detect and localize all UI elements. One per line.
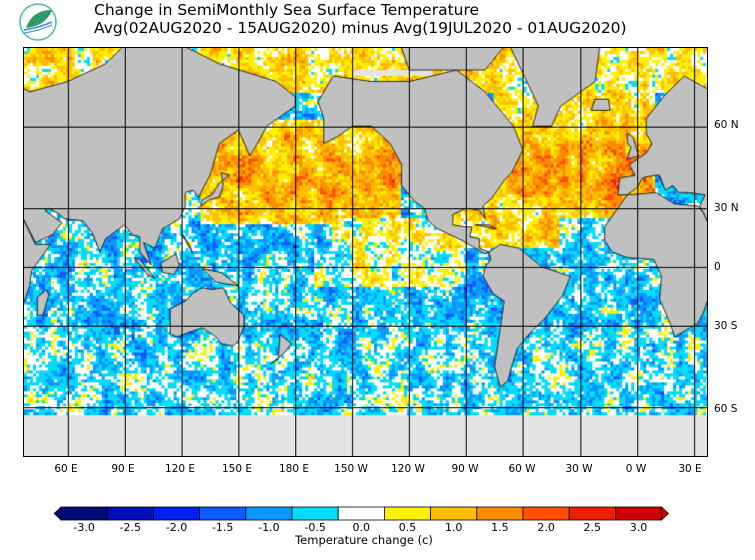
lon-label: 0 W — [625, 463, 647, 475]
lon-label: 150 E — [221, 463, 253, 475]
lon-label: 60 W — [508, 463, 536, 475]
colorbar-label: 2.5 — [583, 521, 602, 534]
colorbar-label: 0.5 — [398, 521, 417, 534]
colorbar-swatch — [615, 506, 663, 521]
colorbar-swatch — [106, 506, 154, 521]
colorbar-swatch — [522, 506, 570, 521]
lon-label: 30 E — [678, 463, 702, 475]
colorbar-label: -2.0 — [165, 521, 188, 534]
colorbar-swatch — [337, 506, 385, 521]
lat-label: 60 S — [714, 403, 738, 415]
colorbar-swatch — [245, 506, 293, 521]
colorbar — [53, 506, 670, 521]
lon-label: 90 E — [111, 463, 135, 475]
colorbar-min-arrow — [53, 506, 62, 521]
colorbar-label: -1.0 — [258, 521, 280, 534]
lat-label: 60 N — [714, 119, 739, 131]
colorbar-label: 2.0 — [537, 521, 555, 534]
colorbar-label: 0.0 — [352, 521, 371, 534]
colorbar-swatch — [383, 506, 431, 521]
lon-label: 120 W — [391, 463, 425, 475]
colorbar-swatch — [291, 506, 339, 521]
lon-label: 30 W — [565, 463, 593, 475]
lat-label: 30 N — [714, 202, 739, 214]
lon-label: 120 E — [164, 463, 196, 475]
colorbar-swatch — [568, 506, 616, 521]
colorbar-max-arrow — [661, 506, 670, 521]
lon-label: 150 W — [334, 463, 368, 475]
logo — [19, 3, 57, 41]
lat-label: 30 S — [714, 320, 738, 332]
colorbar-label: -0.5 — [304, 521, 326, 534]
colorbar-swatch — [60, 506, 108, 521]
colorbar-swatch — [153, 506, 201, 521]
chart-subtitle: Avg(02AUG2020 - 15AUG2020) minus Avg(19J… — [94, 19, 627, 37]
lon-label: 180 E — [278, 463, 310, 475]
sst-change-map — [23, 47, 708, 457]
lon-label: 90 W — [451, 463, 479, 475]
colorbar-title: Temperature change (c) — [295, 533, 433, 547]
colorbar-label: -3.0 — [73, 521, 95, 534]
colorbar-label: 1.5 — [491, 521, 509, 534]
colorbar-swatch — [199, 506, 247, 521]
colorbar-label: 1.0 — [444, 521, 463, 534]
lon-label: 60 E — [54, 463, 78, 475]
chart-title: Change in SemiMonthly Sea Surface Temper… — [94, 1, 480, 19]
colorbar-label: -2.5 — [119, 521, 142, 534]
lat-label: 0 — [714, 261, 721, 273]
colorbar-label: -1.5 — [211, 521, 234, 534]
colorbar-swatch — [476, 506, 524, 521]
colorbar-label: 3.0 — [629, 521, 648, 534]
colorbar-swatch — [430, 506, 478, 521]
